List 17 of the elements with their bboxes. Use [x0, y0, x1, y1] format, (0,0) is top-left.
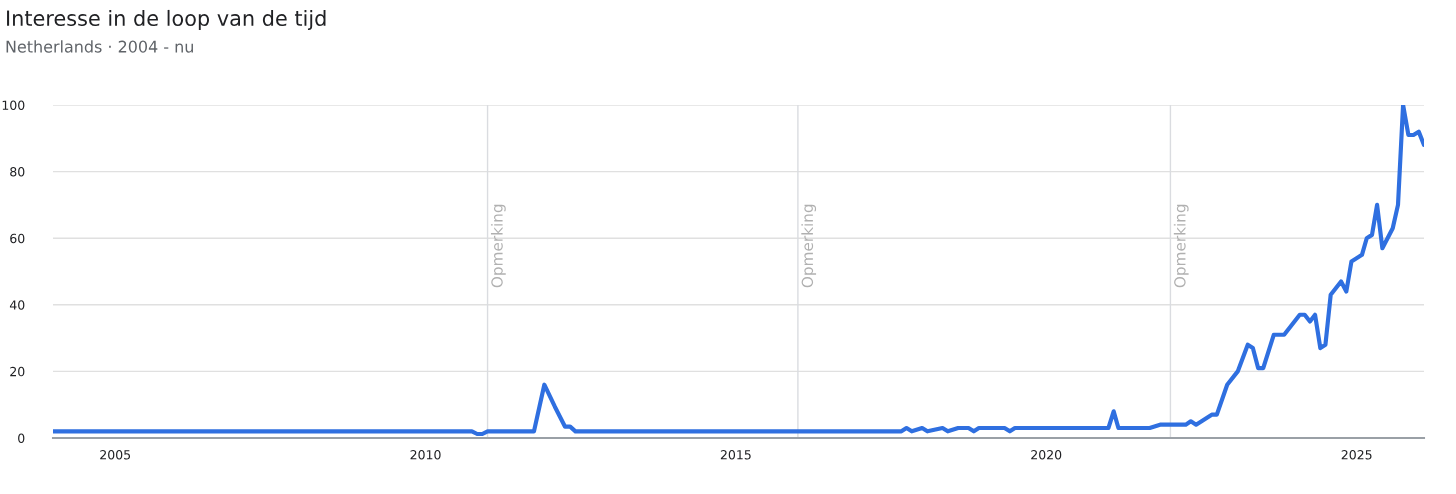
x-tick-label: 2020	[1031, 450, 1062, 460]
y-tick-label: 80	[10, 167, 25, 177]
chart-title: Interesse in de loop van de tijd	[7, 9, 326, 31]
ref-line-label: Opmerking	[490, 204, 506, 288]
y-tick-label: 40	[9, 300, 25, 310]
x-tick-label: 2010	[410, 450, 441, 460]
ref-line-label: Opmerking	[1173, 204, 1189, 288]
x-tick-label: 2025	[1341, 450, 1372, 460]
chart-subtitle: Netherlands · 2004 - nu	[6, 40, 193, 53]
y-tick-label: 0	[18, 433, 25, 443]
y-tick-label: 100	[2, 100, 25, 110]
ref-line-label: Opmerking	[801, 204, 817, 288]
y-tick-label: 20	[10, 366, 25, 377]
x-tick-label: 2015	[720, 450, 751, 460]
y-tick-label: 60	[10, 233, 25, 244]
line-series	[53, 105, 1424, 437]
x-tick-label: 2005	[100, 450, 131, 460]
